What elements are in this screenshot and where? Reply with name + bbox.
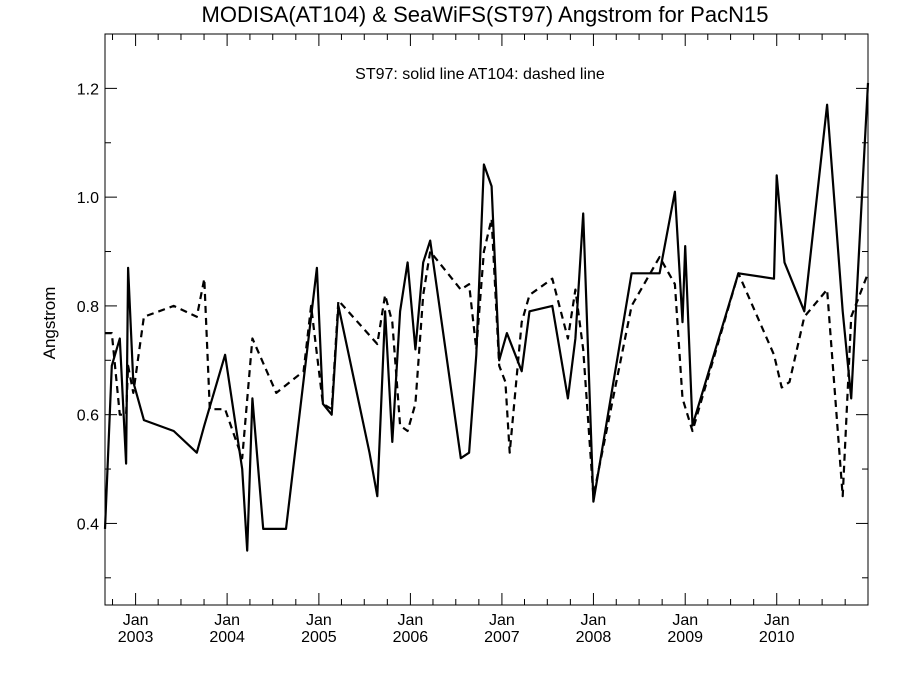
x-tick-month-label: Jan: [672, 612, 698, 629]
y-tick-label: 1.2: [77, 81, 99, 98]
plot-frame: [104, 33, 869, 606]
x-tick-month-label: Jan: [214, 612, 240, 629]
x-tick-year-label: 2008: [576, 629, 612, 646]
series-line-st97: [103, 82, 870, 552]
y-tick-label: 0.8: [77, 299, 99, 316]
x-tick-month-label: Jan: [123, 612, 149, 629]
x-tick-year-label: 2003: [118, 629, 154, 646]
y-tick-label: 0.6: [77, 408, 99, 425]
x-tick-month-label: Jan: [398, 612, 424, 629]
x-tick-year-label: 2006: [393, 629, 429, 646]
x-tick-year-label: 2010: [759, 629, 795, 646]
chart-title: MODISA(AT104) & SeaWiFS(ST97) Angstrom f…: [202, 2, 769, 27]
x-tick-month-label: Jan: [581, 612, 607, 629]
series-line-at104: [105, 217, 870, 498]
y-tick-label: 0.4: [77, 516, 99, 533]
x-tick-month-label: Jan: [306, 612, 332, 629]
y-tick-label: 1.0: [77, 190, 99, 207]
y-ticks: 0.4 0.6 0.8 1.0 1.2: [77, 33, 868, 579]
x-tick-year-label: 2009: [667, 629, 703, 646]
x-tick-year-label: 2004: [209, 629, 245, 646]
y-axis-label: Angstrom: [40, 287, 59, 360]
x-tick-month-label: Jan: [489, 612, 515, 629]
chart-annotation: ST97: solid line AT104: dashed line: [355, 66, 605, 83]
x-ticks: Jan2003Jan2004Jan2005Jan2006Jan2007Jan20…: [112, 34, 846, 646]
x-tick-month-label: Jan: [764, 612, 790, 629]
series-layer: [103, 82, 870, 552]
x-tick-year-label: 2005: [301, 629, 337, 646]
x-tick-year-label: 2007: [484, 629, 520, 646]
